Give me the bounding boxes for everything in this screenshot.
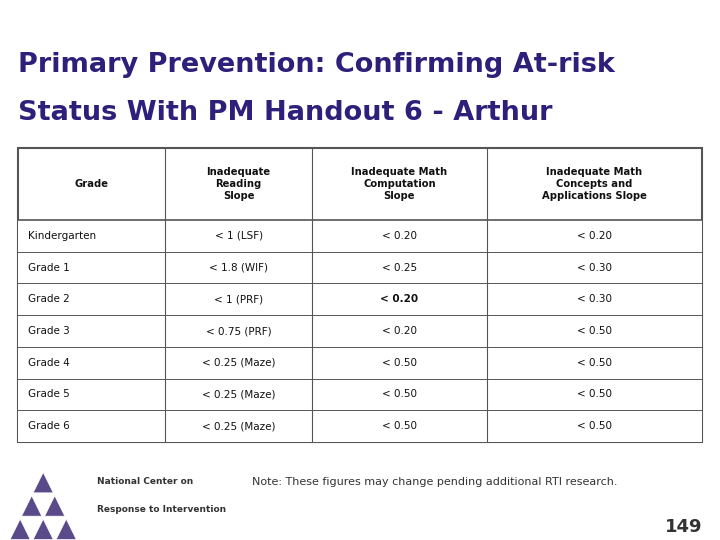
Text: < 1 (PRF): < 1 (PRF) [214,294,263,305]
Text: < 0.20: < 0.20 [380,294,418,305]
Text: Response to Intervention: Response to Intervention [97,505,226,514]
Bar [18,252,702,284]
Text: < 0.30: < 0.30 [577,262,612,273]
Bar [18,379,702,410]
Text: Grade 1: Grade 1 [28,262,70,273]
Text: Note: These figures may change pending additional RTI research.: Note: These figures may change pending a… [252,477,618,487]
Text: Grade 3: Grade 3 [28,326,70,336]
Text: < 0.20: < 0.20 [577,231,612,241]
Polygon shape [45,496,65,516]
Text: Grade 4: Grade 4 [28,357,70,368]
Text: < 0.25 (Maze): < 0.25 (Maze) [202,357,275,368]
Bar [18,284,702,315]
Text: < 0.75 (PRF): < 0.75 (PRF) [206,326,271,336]
Text: Inadequate Math
Computation
Slope: Inadequate Math Computation Slope [351,167,447,201]
Text: < 1.8 (WIF): < 1.8 (WIF) [209,262,268,273]
Polygon shape [33,519,53,539]
Text: < 0.50: < 0.50 [577,357,612,368]
Polygon shape [56,519,76,539]
Text: < 0.20: < 0.20 [382,231,417,241]
Text: < 0.30: < 0.30 [577,294,612,305]
Text: Kindergarten: Kindergarten [28,231,96,241]
Text: 149: 149 [665,518,702,536]
Text: Grade 6: Grade 6 [28,421,70,431]
Text: < 1 (LSF): < 1 (LSF) [215,231,263,241]
Bar [18,347,702,379]
Polygon shape [22,496,42,516]
Text: Primary Prevention: Confirming At-risk: Primary Prevention: Confirming At-risk [18,52,615,78]
Text: < 0.50: < 0.50 [382,389,417,400]
Polygon shape [10,519,30,539]
Text: < 0.50: < 0.50 [577,326,612,336]
Text: Grade 5: Grade 5 [28,389,70,400]
Text: Inadequate
Reading
Slope: Inadequate Reading Slope [207,167,271,201]
Polygon shape [33,472,53,493]
Text: < 0.25 (Maze): < 0.25 (Maze) [202,389,275,400]
Bar [18,220,702,252]
Text: < 0.50: < 0.50 [382,421,417,431]
Bar [18,315,702,347]
Text: Inadequate Math
Concepts and
Applications Slope: Inadequate Math Concepts and Application… [542,167,647,201]
Text: < 0.25 (Maze): < 0.25 (Maze) [202,421,275,431]
Text: Grade: Grade [75,179,109,189]
Text: < 0.20: < 0.20 [382,326,417,336]
Text: Status With PM Handout 6 - Arthur: Status With PM Handout 6 - Arthur [18,100,552,126]
Text: < 0.25: < 0.25 [382,262,417,273]
Text: < 0.50: < 0.50 [382,357,417,368]
Text: < 0.50: < 0.50 [577,421,612,431]
Bar [18,410,702,442]
Text: < 0.50: < 0.50 [577,389,612,400]
Text: National Center on: National Center on [97,477,194,486]
Text: Grade 2: Grade 2 [28,294,70,305]
